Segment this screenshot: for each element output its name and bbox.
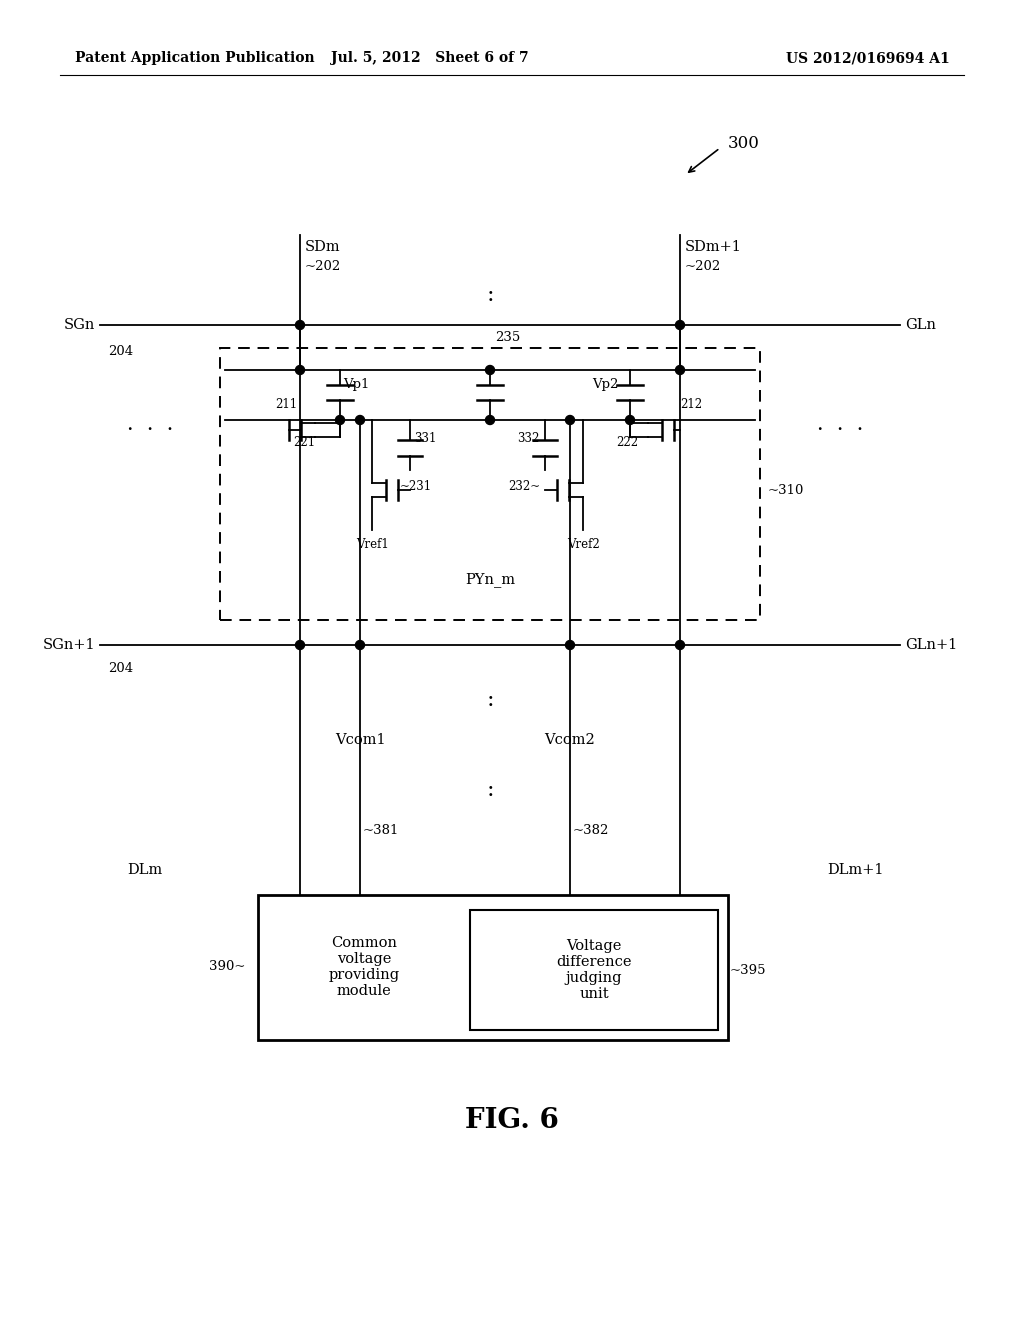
Text: ~202: ~202 (685, 260, 721, 273)
Text: US 2012/0169694 A1: US 2012/0169694 A1 (786, 51, 950, 65)
Text: Vp2: Vp2 (592, 378, 618, 391)
Circle shape (676, 640, 684, 649)
Text: 332: 332 (517, 432, 540, 445)
Text: GLn: GLn (905, 318, 936, 333)
Circle shape (626, 416, 635, 425)
Text: ~310: ~310 (768, 483, 805, 496)
Bar (470, 909, 718, 1030)
Text: 300: 300 (728, 135, 760, 152)
Text: Patent Application Publication: Patent Application Publication (75, 51, 314, 65)
Text: ~381: ~381 (362, 824, 399, 837)
Text: DLm+1: DLm+1 (826, 863, 884, 876)
Text: ~395: ~395 (730, 964, 767, 977)
Text: 331: 331 (414, 432, 436, 445)
Text: SDm+1: SDm+1 (685, 240, 741, 253)
Text: FIG. 6: FIG. 6 (465, 1106, 559, 1134)
Circle shape (355, 640, 365, 649)
Text: ~382: ~382 (573, 824, 609, 837)
Text: 235: 235 (495, 331, 520, 345)
Text: Vcom1: Vcom1 (335, 733, 385, 747)
Text: ~202: ~202 (305, 260, 341, 273)
Text: Jul. 5, 2012   Sheet 6 of 7: Jul. 5, 2012 Sheet 6 of 7 (331, 51, 528, 65)
Text: GLn+1: GLn+1 (905, 638, 957, 652)
Circle shape (676, 321, 684, 330)
Text: ·  ·  ·: · · · (817, 421, 863, 440)
Text: 232~: 232~ (508, 480, 540, 494)
Text: SDm: SDm (305, 240, 341, 253)
Text: :: : (486, 284, 494, 306)
Bar (220, 348, 760, 620)
Text: ~231: ~231 (400, 480, 432, 494)
Circle shape (565, 416, 574, 425)
Text: Vcom2: Vcom2 (545, 733, 595, 747)
Text: ·  ·  ·: · · · (127, 421, 173, 440)
Circle shape (485, 366, 495, 375)
Text: Vref2: Vref2 (566, 539, 599, 552)
Text: 204: 204 (108, 345, 133, 358)
Circle shape (355, 416, 365, 425)
Text: 221: 221 (293, 436, 315, 449)
Circle shape (336, 416, 344, 425)
Bar (258, 895, 728, 1040)
Text: SGn+1: SGn+1 (42, 638, 95, 652)
Text: :: : (486, 689, 494, 711)
Circle shape (565, 640, 574, 649)
Circle shape (296, 640, 304, 649)
Text: Voltage
difference
judging
unit: Voltage difference judging unit (556, 939, 632, 1002)
Text: PYn_m: PYn_m (465, 573, 515, 587)
Text: 212: 212 (680, 399, 702, 412)
Text: Vp1: Vp1 (343, 378, 370, 391)
Circle shape (485, 416, 495, 425)
Circle shape (296, 321, 304, 330)
Text: Vref1: Vref1 (355, 539, 388, 552)
Text: 390~: 390~ (210, 961, 246, 974)
Circle shape (296, 366, 304, 375)
Text: Common
voltage
providing
module: Common voltage providing module (329, 936, 399, 998)
Text: 204: 204 (108, 663, 133, 675)
Text: :: : (486, 779, 494, 801)
Text: SGn: SGn (63, 318, 95, 333)
Text: DLm: DLm (127, 863, 163, 876)
Text: 211: 211 (275, 399, 297, 412)
Circle shape (676, 366, 684, 375)
Text: 222: 222 (615, 436, 638, 449)
